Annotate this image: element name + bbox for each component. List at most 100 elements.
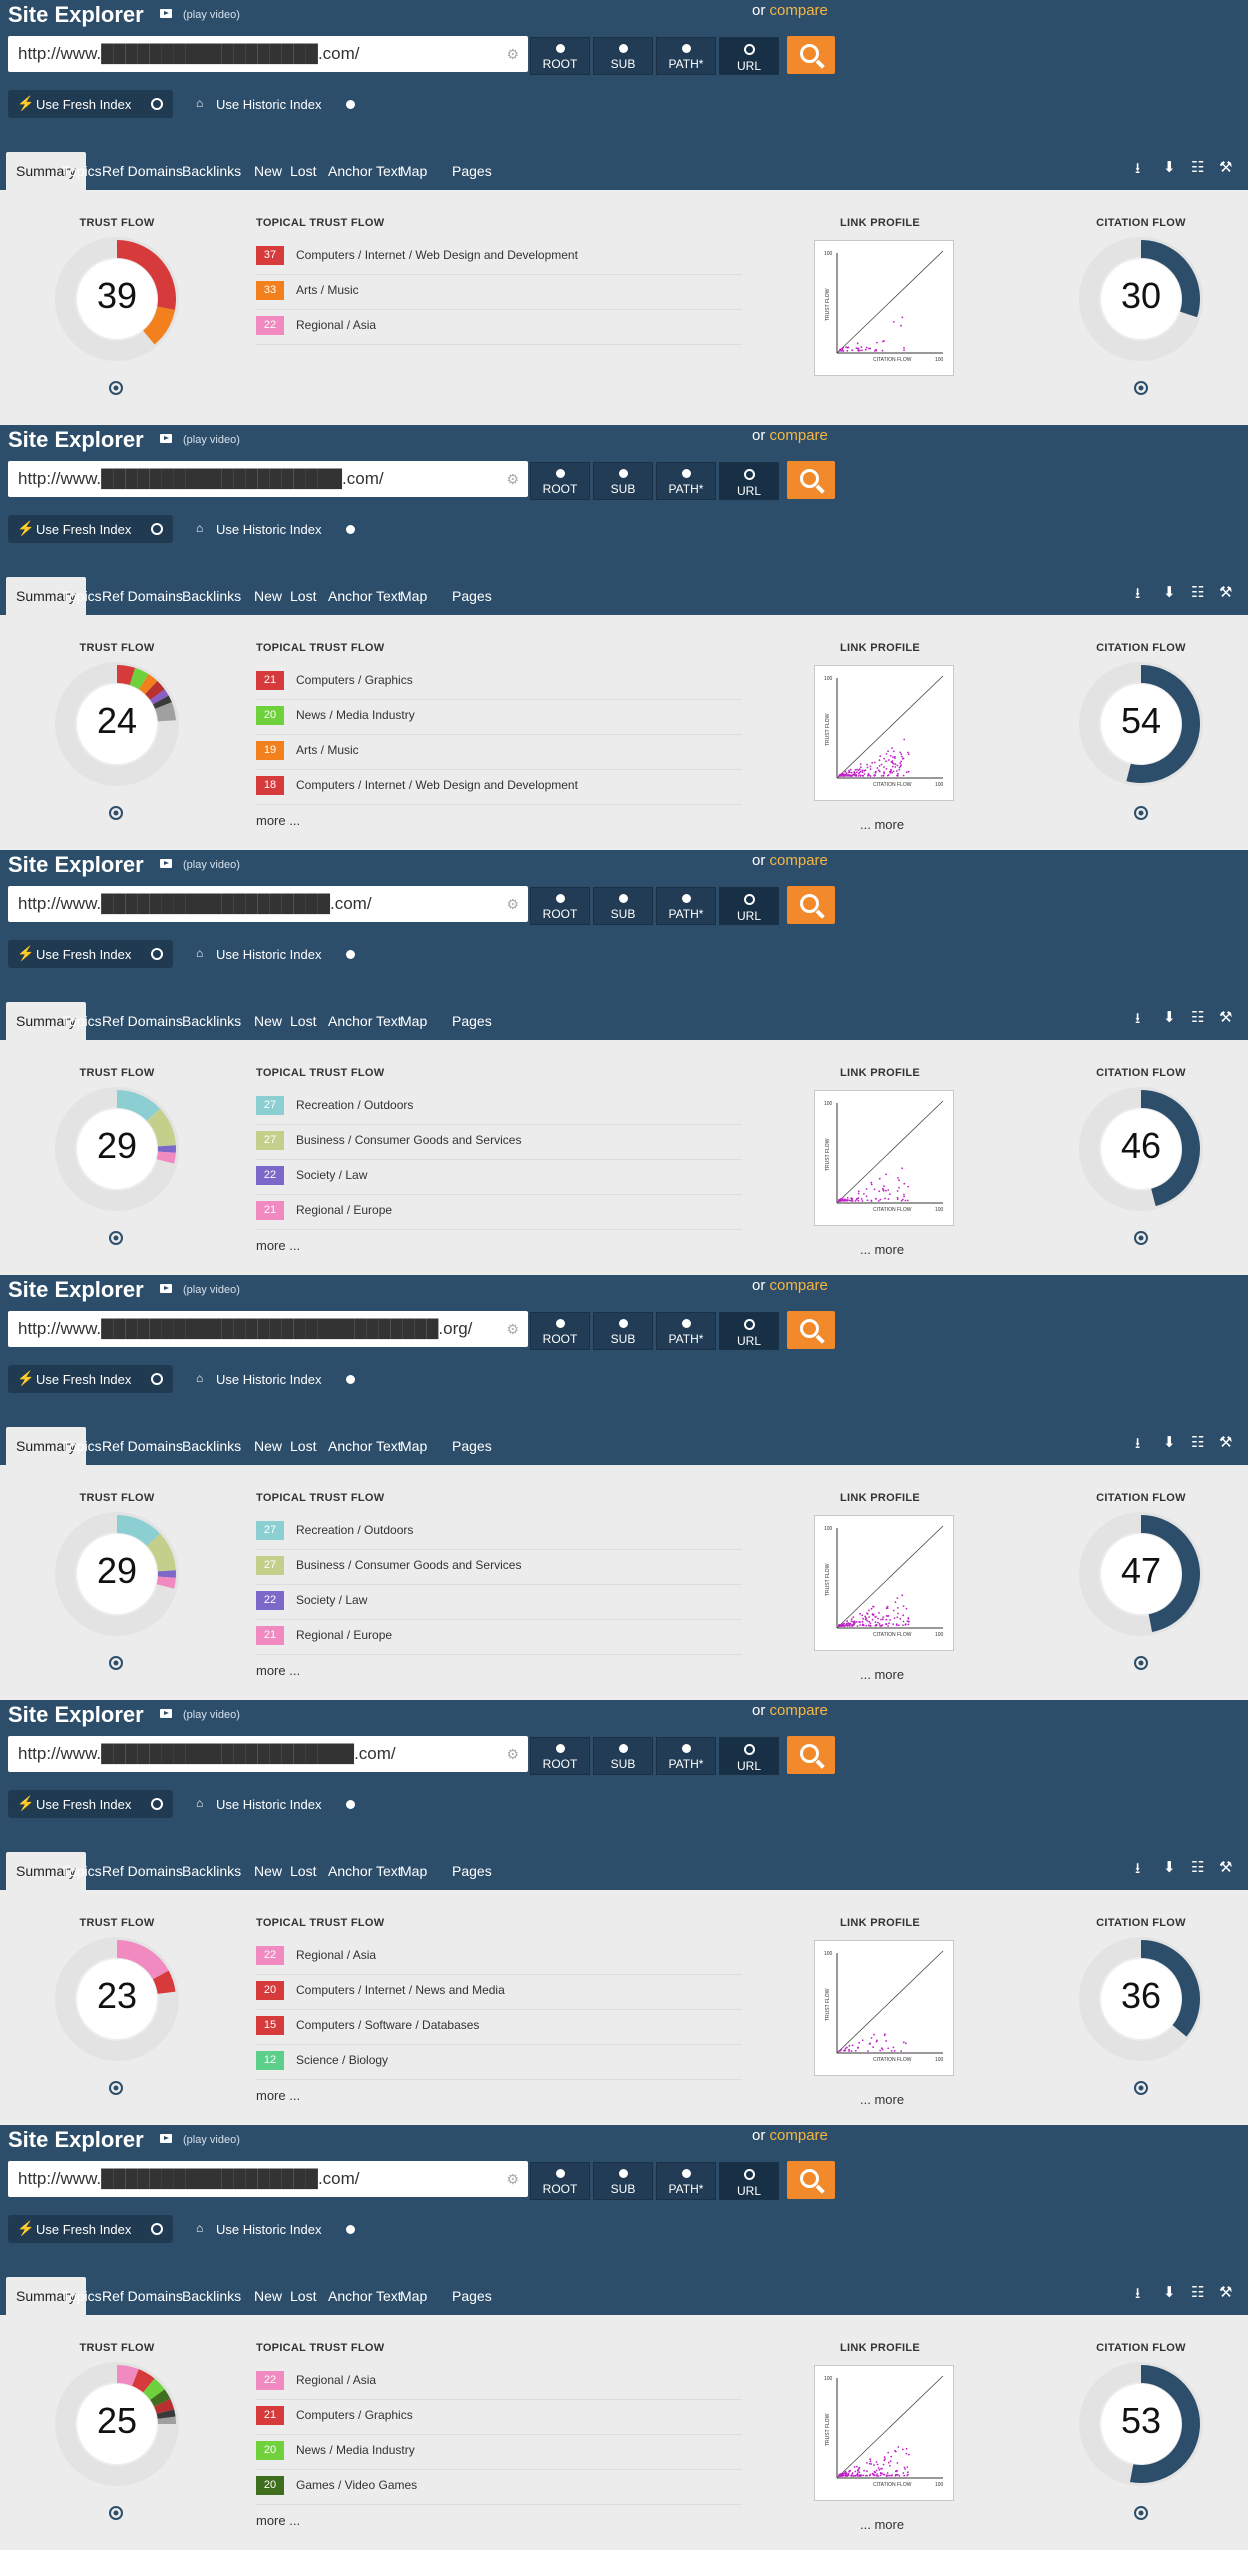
topics-more-link[interactable]: more ... xyxy=(256,1238,301,1253)
tab-pages[interactable]: Pages xyxy=(452,1013,492,1029)
scope-button-path[interactable]: PATH* xyxy=(656,37,716,75)
tab-topics[interactable]: Topics xyxy=(62,588,102,604)
clear-icon[interactable]: ⚙ xyxy=(506,1746,519,1762)
play-video-link[interactable]: (play video) xyxy=(183,859,240,871)
fresh-index-toggle[interactable]: ⚡ Use Fresh Index xyxy=(8,940,173,968)
video-icon[interactable] xyxy=(160,859,172,868)
tab-lost[interactable]: Lost xyxy=(290,2288,317,2304)
tab-summary[interactable]: Summary xyxy=(6,152,86,190)
scope-button-url[interactable]: URL xyxy=(719,1312,779,1350)
fresh-index-toggle[interactable]: ⚡ Use Fresh Index xyxy=(8,2215,173,2243)
tab-summary[interactable]: Summary xyxy=(6,1852,86,1890)
scope-button-root[interactable]: ROOT xyxy=(530,1312,590,1350)
eye-icon[interactable] xyxy=(108,1230,124,1246)
tools-icon[interactable]: ⚒ xyxy=(1219,1009,1233,1026)
topic-row[interactable]: 27 Recreation / Outdoors xyxy=(256,1090,742,1125)
report-icon[interactable]: ☷ xyxy=(1191,584,1205,601)
tab-pages[interactable]: Pages xyxy=(452,1438,492,1454)
tab-anchor-text[interactable]: Anchor Text xyxy=(328,1863,402,1879)
scope-button-url[interactable]: URL xyxy=(719,462,779,500)
export-icon[interactable]: ⭳ xyxy=(1135,1860,1141,1877)
export-icon[interactable]: ⭳ xyxy=(1135,1010,1141,1027)
eye-icon[interactable] xyxy=(1133,2080,1149,2096)
play-video-link[interactable]: (play video) xyxy=(183,1709,240,1721)
topic-row[interactable]: 18 Computers / Internet / Web Design and … xyxy=(256,770,742,805)
scope-button-sub[interactable]: SUB xyxy=(593,2162,653,2200)
topic-row[interactable]: 20 Games / Video Games xyxy=(256,2470,742,2505)
export-icon[interactable]: ⭳ xyxy=(1135,2285,1141,2302)
clear-icon[interactable]: ⚙ xyxy=(506,896,519,912)
tab-map[interactable]: Map xyxy=(400,1438,428,1454)
tab-lost[interactable]: Lost xyxy=(290,1438,317,1454)
search-button[interactable] xyxy=(787,1311,835,1349)
tab-map[interactable]: Map xyxy=(400,2288,428,2304)
topic-row[interactable]: 37 Computers / Internet / Web Design and … xyxy=(256,240,742,275)
tab-anchor-text[interactable]: Anchor Text xyxy=(328,1013,402,1029)
link-profile-more-link[interactable]: ... more xyxy=(860,2517,905,2532)
video-icon[interactable] xyxy=(160,2134,172,2143)
download-icon[interactable]: ⬇ xyxy=(1163,1434,1176,1451)
tab-lost[interactable]: Lost xyxy=(290,1013,317,1029)
tab-summary[interactable]: Summary xyxy=(6,577,86,615)
tab-summary[interactable]: Summary xyxy=(6,1002,86,1040)
link-profile-more-link[interactable]: ... more xyxy=(860,2092,905,2107)
play-video-link[interactable]: (play video) xyxy=(183,434,240,446)
scope-button-path[interactable]: PATH* xyxy=(656,2162,716,2200)
link-profile-chart[interactable]: 100 100 CITATION FLOW TRUST FLOW xyxy=(814,1515,954,1651)
export-icon[interactable]: ⭳ xyxy=(1135,1435,1141,1452)
scope-button-sub[interactable]: SUB xyxy=(593,1737,653,1775)
topic-row[interactable]: 22 Regional / Asia xyxy=(256,2365,742,2400)
tab-anchor-text[interactable]: Anchor Text xyxy=(328,2288,402,2304)
topic-row[interactable]: 22 Society / Law xyxy=(256,1160,742,1195)
topics-more-link[interactable]: more ... xyxy=(256,2088,301,2103)
topic-row[interactable]: 20 News / Media Industry xyxy=(256,700,742,735)
scope-button-root[interactable]: ROOT xyxy=(530,2162,590,2200)
tab-pages[interactable]: Pages xyxy=(452,588,492,604)
play-video-link[interactable]: (play video) xyxy=(183,9,240,21)
video-icon[interactable] xyxy=(160,9,172,18)
tab-backlinks[interactable]: Backlinks xyxy=(182,1013,242,1029)
tab-lost[interactable]: Lost xyxy=(290,1863,317,1879)
topic-row[interactable]: 21 Regional / Europe xyxy=(256,1620,742,1655)
link-profile-more-link[interactable]: ... more xyxy=(860,1242,905,1257)
tab-map[interactable]: Map xyxy=(400,1013,428,1029)
link-profile-chart[interactable]: 100 100 CITATION FLOW TRUST FLOW xyxy=(814,2365,954,2501)
clear-icon[interactable]: ⚙ xyxy=(506,2171,519,2187)
report-icon[interactable]: ☷ xyxy=(1191,1859,1205,1876)
topic-row[interactable]: 22 Society / Law xyxy=(256,1585,742,1620)
topics-more-link[interactable]: more ... xyxy=(256,813,301,828)
download-icon[interactable]: ⬇ xyxy=(1163,159,1176,176)
export-icon[interactable]: ⭳ xyxy=(1135,160,1141,177)
eye-icon[interactable] xyxy=(108,380,124,396)
topics-more-link[interactable]: more ... xyxy=(256,2513,301,2528)
fresh-index-toggle[interactable]: ⚡ Use Fresh Index xyxy=(8,1790,173,1818)
report-icon[interactable]: ☷ xyxy=(1191,159,1205,176)
tab-topics[interactable]: Topics xyxy=(62,1013,102,1029)
url-input[interactable]: http://www.████████████████████████████.… xyxy=(8,1311,528,1347)
clear-icon[interactable]: ⚙ xyxy=(506,1321,519,1337)
tab-topics[interactable]: Topics xyxy=(62,2288,102,2304)
tab-pages[interactable]: Pages xyxy=(452,1863,492,1879)
tab-map[interactable]: Map xyxy=(400,163,428,179)
tab-new[interactable]: New xyxy=(254,588,283,604)
tools-icon[interactable]: ⚒ xyxy=(1219,584,1233,601)
search-button[interactable] xyxy=(787,886,835,924)
url-input[interactable]: http://www.███████████████████.com/ ⚙ xyxy=(8,886,528,922)
tab-ref-domains[interactable]: Ref Domains xyxy=(102,1438,183,1454)
tab-backlinks[interactable]: Backlinks xyxy=(182,2288,242,2304)
url-input[interactable]: http://www.█████████████████████.com/ ⚙ xyxy=(8,1736,528,1772)
tab-backlinks[interactable]: Backlinks xyxy=(182,163,242,179)
video-icon[interactable] xyxy=(160,434,172,443)
tab-backlinks[interactable]: Backlinks xyxy=(182,588,242,604)
eye-icon[interactable] xyxy=(1133,805,1149,821)
url-input[interactable]: http://www.██████████████████.com/ ⚙ xyxy=(8,36,528,72)
scope-button-sub[interactable]: SUB xyxy=(593,1312,653,1350)
download-icon[interactable]: ⬇ xyxy=(1163,1009,1176,1026)
search-button[interactable] xyxy=(787,1736,835,1774)
compare-link[interactable]: compare xyxy=(769,427,828,444)
link-profile-chart[interactable]: 100 100 CITATION FLOW TRUST FLOW xyxy=(814,240,954,376)
topic-row[interactable]: 12 Science / Biology xyxy=(256,2045,742,2080)
scope-button-root[interactable]: ROOT xyxy=(530,37,590,75)
url-input[interactable]: http://www.██████████████████.com/ ⚙ xyxy=(8,2161,528,2197)
tab-pages[interactable]: Pages xyxy=(452,2288,492,2304)
